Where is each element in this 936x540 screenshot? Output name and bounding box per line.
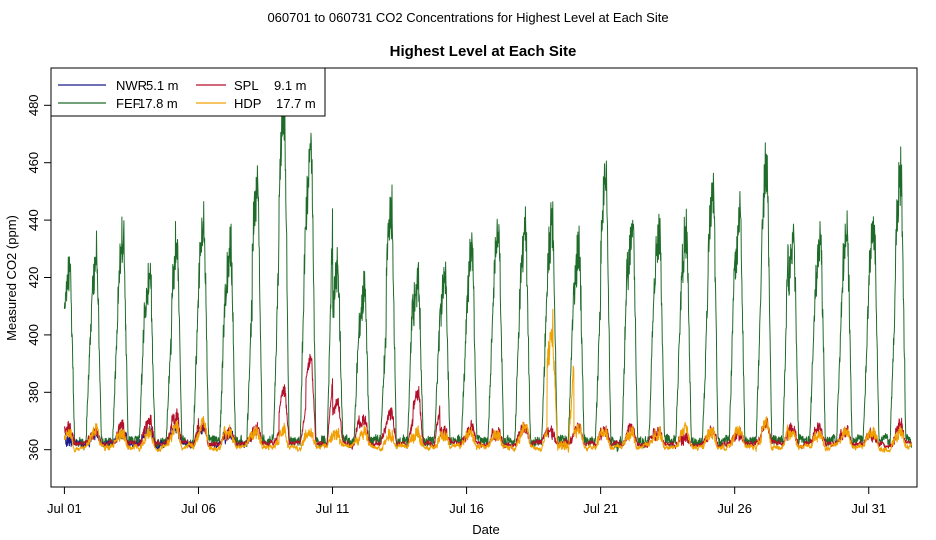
y-axis-label: Measured CO2 (ppm)	[4, 215, 19, 341]
y-tick-label-2: 400	[26, 324, 41, 346]
y-tick-label-0: 360	[26, 439, 41, 461]
y-tick-label-3: 420	[26, 267, 41, 289]
legend-entry-spl: SPL 9.1 m	[196, 78, 307, 93]
chart-supertitle: 060701 to 060731 CO2 Concentrations for …	[267, 10, 668, 25]
plot-frame	[50, 67, 918, 488]
series-group	[63, 80, 913, 453]
axis-ticks: Jul 01 Jul 06 Jul 11 Jul 16 Jul 21 Jul 26 Jul …	[26, 94, 886, 516]
y-tick-label-4: 440	[26, 209, 41, 231]
x-tick-label-5: Jul 26	[717, 501, 752, 516]
legend-height-nwr: 5.1 m	[146, 78, 179, 93]
chart-title: Highest Level at Each Site	[390, 43, 577, 60]
x-tick-label-1: Jul 06	[181, 501, 216, 516]
x-tick-label-0: Jul 01	[47, 501, 82, 516]
x-tick-label-6: Jul 31	[851, 501, 886, 516]
series-line-fef	[63, 80, 913, 453]
legend-label-hdp: HDP	[234, 96, 261, 111]
legend-entry-hdp: HDP 17.7 m	[196, 96, 316, 111]
series-line-hdp	[63, 308, 913, 453]
legend-label-nwr: NWR	[116, 78, 147, 93]
y-tick-label-6: 480	[26, 94, 41, 116]
x-tick-label-3: Jul 16	[449, 501, 484, 516]
x-tick-label-2: Jul 11	[316, 501, 350, 516]
legend: NWR 5.1 m FEF 17.8 m SPL 9.1 m HDP 17.7 …	[50, 67, 326, 117]
legend-height-fef: 17.8 m	[138, 96, 178, 111]
y-tick-label-1: 380	[26, 381, 41, 403]
legend-box	[50, 67, 326, 117]
y-tick-label-5: 460	[26, 152, 41, 174]
legend-label-spl: SPL	[234, 78, 259, 93]
legend-label-fef: FEF	[116, 96, 141, 111]
legend-height-hdp: 17.7 m	[276, 96, 316, 111]
x-axis-label: Date	[472, 522, 499, 537]
legend-height-spl: 9.1 m	[274, 78, 307, 93]
legend-entry-fef: FEF 17.8 m	[58, 96, 178, 111]
x-tick-label-4: Jul 21	[583, 501, 618, 516]
legend-entry-nwr: NWR 5.1 m	[58, 78, 179, 93]
